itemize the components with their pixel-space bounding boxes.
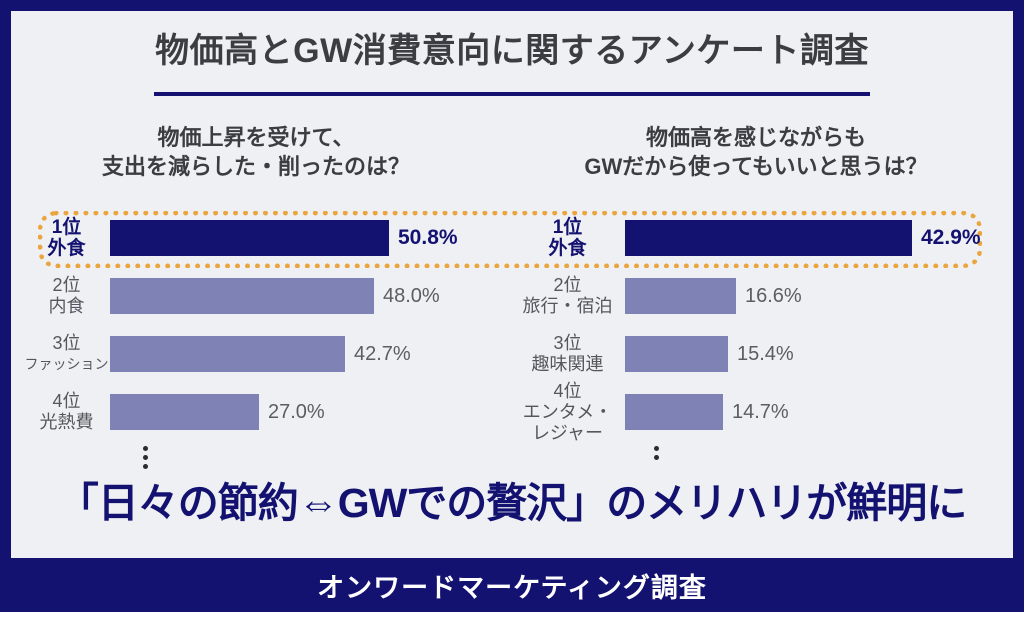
chart-title-line: 支出を減らした・削ったのは？ xyxy=(101,154,410,179)
bar-value-label: 27.0% xyxy=(268,400,325,423)
chart-title-line: 物価高を感じながらも xyxy=(645,125,866,150)
bar-value-label: 16.6% xyxy=(745,284,802,307)
chart-title-line: 物価上昇を受けて、 xyxy=(157,125,355,150)
title-underline xyxy=(154,92,870,96)
chart-row: 1位 外食 50.8% xyxy=(23,209,501,267)
chart-row: 4位 光熱費 27.0% xyxy=(23,383,501,441)
bar xyxy=(110,336,345,372)
chart-row: 3位 ファッション 42.7% xyxy=(23,325,501,383)
bar-value-label: 42.7% xyxy=(354,342,411,365)
rank-category-label: 2位 旅行・宿泊 xyxy=(522,275,613,316)
survey-card: 物価高とGW消費意向に関するアンケート調査 物価上昇を受けて、支出を減らした・削… xyxy=(0,0,1024,558)
top-rank-highlight-box xyxy=(38,211,982,268)
rank-category-label: 4位 光熱費 xyxy=(39,391,94,432)
bar xyxy=(110,278,374,314)
more-rows-ellipsis xyxy=(654,446,1010,460)
chart-row: 2位 内食 48.0% xyxy=(23,267,501,325)
chart-row: 4位 エンタメ・ レジャー 14.7% xyxy=(510,380,1010,443)
ellipsis-dot xyxy=(143,455,148,460)
rank-category-label: 1位 外食 xyxy=(47,217,86,259)
bar xyxy=(110,394,259,430)
source-label: オンワードマーケティング調査 xyxy=(317,572,707,603)
chart-header-left: 物価上昇を受けて、支出を減らした・削ったのは？ xyxy=(31,123,481,181)
bar-chart-right: 1位 外食 42.9% 2位 旅行・宿泊 16.6% 3位 趣味関連 15.4% 4位 エンタメ・レ… xyxy=(510,209,1010,464)
ellipsis-dot xyxy=(654,446,659,451)
rank-category-label: 1位 外食 xyxy=(548,217,587,259)
chart-header-right: 物価高を感じながらも GWだから使ってもいいと思うは？ xyxy=(531,123,981,181)
chart-row: 2位 旅行・宿泊 16.6% xyxy=(510,267,1010,325)
bar-value-label: 42.9% xyxy=(921,226,981,249)
ellipsis-dot xyxy=(654,455,659,460)
key-insight-headline: 「日々の節約⇔GWでの贅沢」のメリハリが鮮明に xyxy=(57,480,968,526)
rank-category-label: 3位 ファッション xyxy=(24,333,109,372)
bar xyxy=(625,394,723,430)
bar xyxy=(625,278,736,314)
rank-category-label: 2位 内食 xyxy=(48,275,85,316)
page-title: 物価高とGW消費意向に関するアンケート調査 xyxy=(155,32,869,70)
ellipsis-dot xyxy=(143,446,148,451)
bar xyxy=(625,336,728,372)
bar xyxy=(110,220,389,256)
rank-category-label: 4位 エンタメ・ レジャー xyxy=(522,380,613,443)
bar-value-label: 50.8% xyxy=(398,226,458,249)
chart-row: 1位 外食 42.9% xyxy=(510,209,1010,267)
bar-value-label: 14.7% xyxy=(732,400,789,423)
bar-value-label: 48.0% xyxy=(383,284,440,307)
source-bar: オンワードマーケティング調査 xyxy=(0,558,1024,612)
chart-title-line: GWだから使ってもいいと思うは？ xyxy=(584,154,928,179)
bar-chart-left: 1位 外食 50.8% 2位 内食 48.0% 3位 ファッション 42.7% 4位 光熱費 27.0… xyxy=(23,209,501,473)
more-rows-ellipsis xyxy=(143,446,501,469)
rank-category-label: 3位 趣味関連 xyxy=(531,333,604,374)
bar-value-label: 15.4% xyxy=(737,342,794,365)
bar xyxy=(625,220,912,256)
chart-row: 3位 趣味関連 15.4% xyxy=(510,325,1010,383)
ellipsis-dot xyxy=(143,464,148,469)
